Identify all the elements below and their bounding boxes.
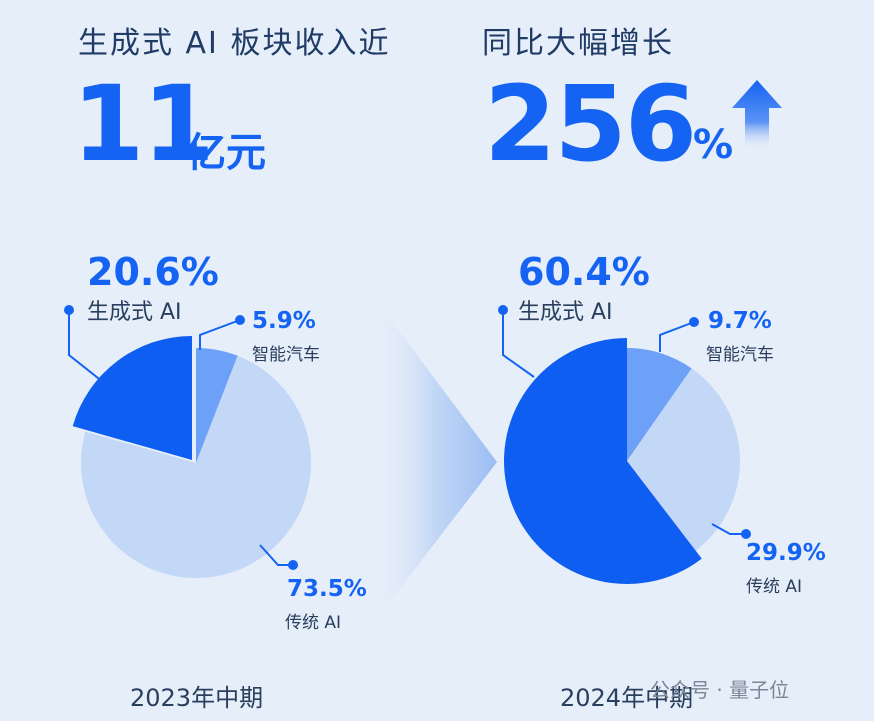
leader-line-2023-genai [68, 310, 104, 383]
pie-2023-trad-label: 传统 AI [285, 613, 342, 633]
growth-title: 同比大幅增长 [482, 26, 674, 61]
leader-lines [64, 305, 751, 570]
pie-2023-trad-value: 73.5% [287, 576, 367, 602]
leader-line-2023-car [199, 319, 241, 350]
pie-2023-genai-label: 生成式 AI [87, 300, 182, 325]
pie-2024-slice-car [627, 348, 692, 461]
up-arrow-icon [732, 80, 782, 150]
watermark: 公众号 · 量子位 [650, 678, 790, 702]
pie-2023-genai-value: 20.6% [87, 250, 219, 294]
leader-dot-2024-trad [741, 529, 751, 539]
leader-line-2024-trad [711, 523, 746, 535]
pie-2023-car-value: 5.9% [252, 308, 316, 334]
leader-dot-2023-trad [288, 560, 298, 570]
pie-2024-genai-value: 60.4% [518, 250, 650, 294]
pie-2023-car-label: 智能汽车 [252, 345, 320, 365]
period-2024: 2024年中期 [560, 684, 694, 712]
pie-2023-slice-trad [81, 355, 312, 578]
pie-2023-slice-car [196, 348, 238, 463]
pie-2024-trad-label: 传统 AI [746, 577, 803, 597]
pie-2024-genai-label: 生成式 AI [518, 300, 613, 325]
growth-value: 256 [484, 63, 697, 185]
pie-chart-2023 [72, 336, 312, 578]
leader-dot-2024-car [689, 317, 699, 327]
pie-2024-slice-trad [627, 368, 740, 551]
pie-chart-2024 [504, 338, 740, 584]
pie-2024-trad-value: 29.9% [746, 540, 826, 566]
pie-2024-slice-genai [504, 338, 702, 584]
leader-dot-2023-genai [64, 305, 74, 315]
pie-2023-slice-genai [72, 336, 192, 460]
revenue-unit: 亿元 [186, 130, 266, 176]
growth-unit: % [693, 122, 734, 168]
period-2023: 2023年中期 [130, 684, 264, 712]
leader-line-2024-car [659, 321, 695, 352]
revenue-title: 生成式 AI 板块收入近 [78, 26, 391, 61]
leader-dot-2024-genai [498, 305, 508, 315]
revenue-value: 11 [72, 63, 215, 185]
pie-2024-car-label: 智能汽车 [706, 345, 774, 365]
pie-2024-car-value: 9.7% [708, 308, 772, 334]
leader-dot-2023-car [235, 315, 245, 325]
transition-funnel [372, 295, 497, 625]
leader-line-2024-genai [502, 310, 535, 378]
